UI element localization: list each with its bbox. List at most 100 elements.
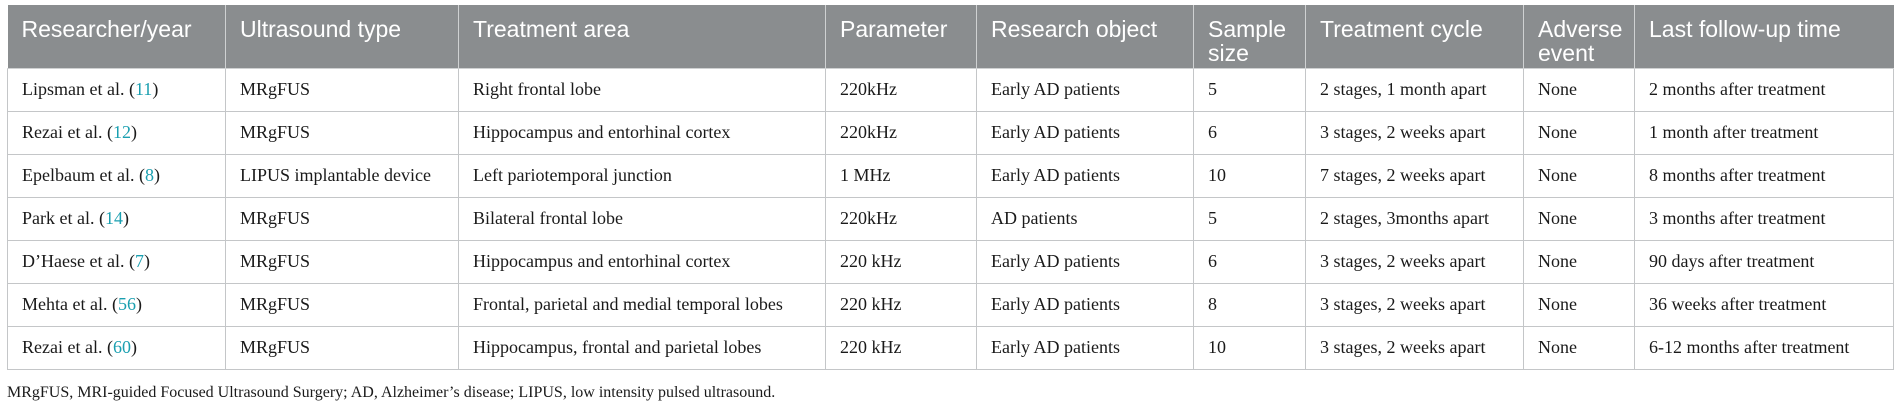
cell-research-object: Early AD patients [976, 110, 1194, 155]
cell-researcher: Mehta et al. (56) [7, 282, 226, 327]
cell-research-object: Early AD patients [976, 153, 1194, 198]
cell-parameter: 220 kHz [825, 239, 977, 284]
reference-close-paren: ) [135, 294, 142, 314]
cell-follow-up-time: 36 weeks after treatment [1634, 282, 1894, 327]
header-ultrasound-type: Ultrasound type [225, 5, 459, 69]
header-adverse-event: Adverse event [1523, 5, 1635, 69]
cell-treatment-area: Hippocampus and entorhinal cortex [458, 110, 826, 155]
cell-sample-size: 10 [1193, 153, 1306, 198]
table-row: Park et al. (14) MRgFUS Bilateral frontal … [7, 196, 1894, 241]
cell-parameter: 220 kHz [825, 325, 977, 370]
cell-sample-size: 10 [1193, 325, 1306, 370]
cell-follow-up-time: 6-12 months after treatment [1634, 325, 1894, 370]
cell-parameter: 220 kHz [825, 282, 977, 327]
cell-ultrasound-type: MRgFUS [225, 325, 459, 370]
cell-research-object: AD patients [976, 196, 1194, 241]
cell-parameter: 220kHz [825, 110, 977, 155]
reference-close-paren: ) [130, 122, 137, 142]
researcher-name: Mehta et al. ( [22, 294, 118, 314]
cell-sample-size: 5 [1193, 67, 1306, 112]
table-row: Rezai et al. (60) MRgFUS Hippocampus, fron… [7, 325, 1894, 370]
cell-treatment-cycle: 3 stages, 2 weeks apart [1305, 282, 1524, 327]
cell-researcher: D’Haese et al. (7) [7, 239, 226, 284]
cell-parameter: 220kHz [825, 196, 977, 241]
cell-adverse-event: None [1523, 153, 1635, 198]
cell-ultrasound-type: MRgFUS [225, 196, 459, 241]
cell-adverse-event: None [1523, 67, 1635, 112]
cell-sample-size: 6 [1193, 110, 1306, 155]
cell-treatment-cycle: 2 stages, 3months apart [1305, 196, 1524, 241]
cell-treatment-cycle: 3 stages, 2 weeks apart [1305, 239, 1524, 284]
reference-link[interactable]: 7 [134, 251, 144, 271]
cell-treatment-area: Hippocampus and entorhinal cortex [458, 239, 826, 284]
table-row: Epelbaum et al. (8) LIPUS implantable dev… [7, 153, 1894, 198]
cell-ultrasound-type: MRgFUS [225, 110, 459, 155]
cell-parameter: 220kHz [825, 67, 977, 112]
reference-close-paren: ) [153, 165, 160, 185]
cell-follow-up-time: 3 months after treatment [1634, 196, 1894, 241]
cell-treatment-area: Right frontal lobe [458, 67, 826, 112]
cell-research-object: Early AD patients [976, 67, 1194, 112]
reference-link[interactable]: 11 [134, 79, 153, 99]
header-researcher-year: Researcher/year [7, 5, 226, 69]
cell-treatment-area: Frontal, parietal and medial temporal lo… [458, 282, 826, 327]
reference-close-paren: ) [143, 251, 150, 271]
cell-ultrasound-type: MRgFUS [225, 282, 459, 327]
cell-sample-size: 6 [1193, 239, 1306, 284]
cell-adverse-event: None [1523, 196, 1635, 241]
researcher-name: Lipsman et al. ( [22, 79, 135, 99]
reference-close-paren: ) [122, 208, 129, 228]
reference-link[interactable]: 56 [117, 294, 136, 314]
table-footnote: MRgFUS, MRI-guided Focused Ultrasound Su… [7, 384, 776, 401]
cell-treatment-area: Hippocampus, frontal and parietal lobes [458, 325, 826, 370]
cell-follow-up-time: 2 months after treatment [1634, 67, 1894, 112]
cell-adverse-event: None [1523, 239, 1635, 284]
cell-research-object: Early AD patients [976, 239, 1194, 284]
cell-sample-size: 5 [1193, 196, 1306, 241]
cell-treatment-area: Bilateral frontal lobe [458, 196, 826, 241]
header-last-follow-up: Last follow-up time [1634, 5, 1894, 69]
header-treatment-area: Treatment area [458, 5, 826, 69]
cell-adverse-event: None [1523, 110, 1635, 155]
cell-researcher: Epelbaum et al. (8) [7, 153, 226, 198]
cell-treatment-cycle: 7 stages, 2 weeks apart [1305, 153, 1524, 198]
researcher-name: Epelbaum et al. ( [22, 165, 145, 185]
cell-research-object: Early AD patients [976, 282, 1194, 327]
cell-treatment-cycle: 3 stages, 2 weeks apart [1305, 110, 1524, 155]
cell-parameter: 1 MHz [825, 153, 977, 198]
cell-researcher: Rezai et al. (60) [7, 325, 226, 370]
ultrasound-studies-table: Researcher/year Ultrasound type Treatmen… [7, 5, 1894, 370]
table-container: Researcher/year Ultrasound type Treatmen… [7, 5, 1894, 370]
cell-treatment-cycle: 3 stages, 2 weeks apart [1305, 325, 1524, 370]
cell-treatment-cycle: 2 stages, 1 month apart [1305, 67, 1524, 112]
cell-adverse-event: None [1523, 325, 1635, 370]
header-parameter: Parameter [825, 5, 977, 69]
cell-adverse-event: None [1523, 282, 1635, 327]
cell-researcher: Park et al. (14) [7, 196, 226, 241]
cell-follow-up-time: 8 months after treatment [1634, 153, 1894, 198]
header-sample-size: Sample size [1193, 5, 1306, 69]
cell-ultrasound-type: MRgFUS [225, 239, 459, 284]
cell-researcher: Rezai et al. (12) [7, 110, 226, 155]
table-row: Lipsman et al. (11) MRgFUS Right frontal l… [7, 67, 1894, 112]
researcher-name: Park et al. ( [22, 208, 105, 228]
reference-link[interactable]: 12 [112, 122, 131, 142]
reference-link[interactable]: 14 [104, 208, 123, 228]
cell-researcher: Lipsman et al. (11) [7, 67, 226, 112]
reference-close-paren: ) [152, 79, 159, 99]
cell-research-object: Early AD patients [976, 325, 1194, 370]
researcher-name: Rezai et al. ( [22, 122, 113, 142]
reference-close-paren: ) [130, 337, 137, 357]
reference-link[interactable]: 60 [112, 337, 131, 357]
table-row: Rezai et al. (12) MRgFUS Hippocampus and e… [7, 110, 1894, 155]
table-row: Mehta et al. (56) MRgFUS Frontal, parietal… [7, 282, 1894, 327]
cell-follow-up-time: 1 month after treatment [1634, 110, 1894, 155]
header-research-object: Research object [976, 5, 1194, 69]
cell-ultrasound-type: LIPUS implantable device [225, 153, 459, 198]
cell-follow-up-time: 90 days after treatment [1634, 239, 1894, 284]
reference-link[interactable]: 8 [144, 165, 154, 185]
table-row: D’Haese et al. (7) MRgFUS Hippocampus and … [7, 239, 1894, 284]
cell-treatment-area: Left pariotemporal junction [458, 153, 826, 198]
researcher-name: D’Haese et al. ( [22, 251, 135, 271]
header-row: Researcher/year Ultrasound type Treatmen… [7, 5, 1894, 69]
